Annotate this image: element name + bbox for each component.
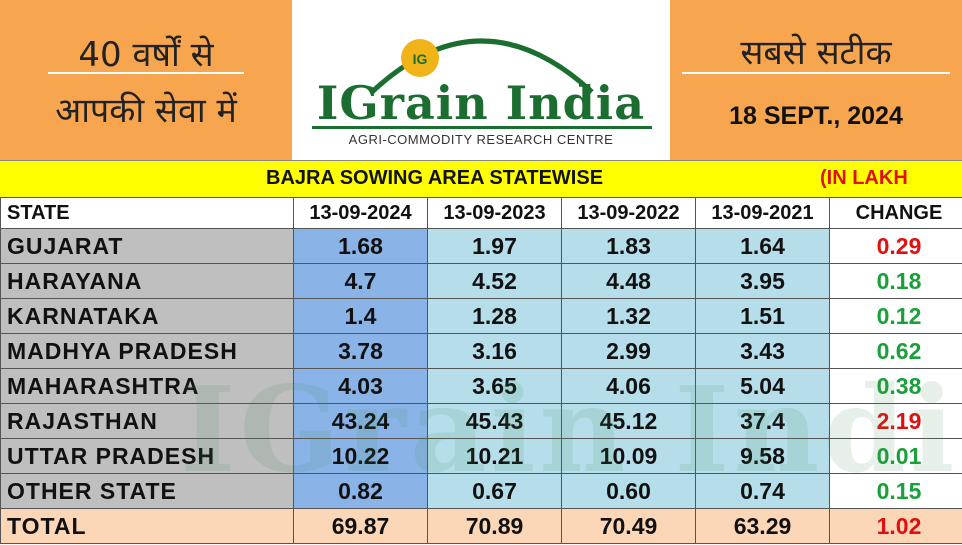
column-header-2024: 13-09-2024 <box>293 197 428 229</box>
area-value-2022: 1.32 <box>561 298 696 334</box>
table-row: RAJASTHAN 43.24 45.43 45.12 37.4 2.19 <box>0 403 962 439</box>
change-value: 2.19 <box>829 403 962 439</box>
table-row: MADHYA PRADESH 3.78 3.16 2.99 3.43 0.62 <box>0 333 962 369</box>
logo-name: IGrain India <box>316 76 646 130</box>
change-value: 0.29 <box>829 228 962 264</box>
table-header-row: STATE 13-09-2024 13-09-2023 13-09-2022 1… <box>0 197 962 229</box>
area-value-2023: 4.52 <box>427 263 562 299</box>
tagline-service: आपकी सेवा में <box>55 91 237 131</box>
area-value-2022: 1.83 <box>561 228 696 264</box>
area-value-2023: 10.21 <box>427 438 562 474</box>
divider <box>48 72 244 74</box>
column-header-state: STATE <box>0 197 294 229</box>
logo-graphic: IG <box>370 38 594 94</box>
area-value-2021: 37.4 <box>695 403 830 439</box>
state-name: HARAYANA <box>0 263 294 299</box>
table-row: UTTAR PRADESH 10.22 10.21 10.09 9.58 0.01 <box>0 438 962 474</box>
area-value-2022: 2.99 <box>561 333 696 369</box>
area-value-2023: 3.16 <box>427 333 562 369</box>
logo-badge-text: IG <box>413 51 428 67</box>
area-value-2023: 3.65 <box>427 368 562 404</box>
area-value-2021: 1.51 <box>695 298 830 334</box>
area-value-2024: 4.03 <box>293 368 428 404</box>
report-date: 18 SEPT., 2024 <box>729 102 903 130</box>
area-value-2023: 1.28 <box>427 298 562 334</box>
logo-badge-icon <box>401 39 439 77</box>
tagline-accurate: सबसे सटीक <box>740 33 892 73</box>
column-header-2021: 13-09-2021 <box>695 197 830 229</box>
area-value-2021: 9.58 <box>695 438 830 474</box>
change-value: 0.62 <box>829 333 962 369</box>
area-value-2024: 3.78 <box>293 333 428 369</box>
change-value: 0.01 <box>829 438 962 474</box>
divider <box>682 72 950 74</box>
change-value: 0.12 <box>829 298 962 334</box>
area-value-2024: 10.22 <box>293 438 428 474</box>
total-row: TOTAL 69.87 70.89 70.49 63.29 1.02 <box>0 508 962 544</box>
column-header-2022: 13-09-2022 <box>561 197 696 229</box>
area-value-2023: 1.97 <box>427 228 562 264</box>
logo-underline <box>312 126 652 129</box>
tagline-years: 40 वर्षों से <box>78 35 214 75</box>
area-value-2024: 1.68 <box>293 228 428 264</box>
table-body: GUJARAT 1.68 1.97 1.83 1.64 0.29 HARAYANA 4.7 4.… <box>0 228 962 544</box>
change-value: 0.18 <box>829 263 962 299</box>
area-value-2024: 43.24 <box>293 403 428 439</box>
state-name: KARNATAKA <box>0 298 294 334</box>
table-row: KARNATAKA 1.4 1.28 1.32 1.51 0.12 <box>0 298 962 334</box>
state-name: MADHYA PRADESH <box>0 333 294 369</box>
header-right-panel: सबसे सटीक 18 SEPT., 2024 <box>670 0 962 160</box>
area-value-2023: 45.43 <box>427 403 562 439</box>
area-value-2022: 45.12 <box>561 403 696 439</box>
change-value: 0.38 <box>829 368 962 404</box>
area-value-2024: 4.7 <box>293 263 428 299</box>
state-name: TOTAL <box>0 508 294 544</box>
area-value-2024: 69.87 <box>293 508 428 544</box>
area-value-2021: 3.43 <box>695 333 830 369</box>
title-band: BAJRA SOWING AREA STATEWISE (IN LAKH <box>0 160 962 198</box>
change-value: 1.02 <box>829 508 962 544</box>
header-left-panel: 40 वर्षों से आपकी सेवा में <box>0 0 292 160</box>
change-value: 0.15 <box>829 473 962 509</box>
table-title: BAJRA SOWING AREA STATEWISE <box>266 167 604 189</box>
table-row: GUJARAT 1.68 1.97 1.83 1.64 0.29 <box>0 228 962 264</box>
area-value-2022: 4.06 <box>561 368 696 404</box>
sowing-area-table: STATE 13-09-2024 13-09-2023 13-09-2022 1… <box>0 197 962 544</box>
area-value-2021: 5.04 <box>695 368 830 404</box>
table-row: HARAYANA 4.7 4.52 4.48 3.95 0.18 <box>0 263 962 299</box>
area-value-2023: 0.67 <box>427 473 562 509</box>
column-header-change: CHANGE <box>829 197 962 229</box>
column-header-2023: 13-09-2023 <box>427 197 562 229</box>
area-value-2022: 4.48 <box>561 263 696 299</box>
area-value-2024: 1.4 <box>293 298 428 334</box>
area-value-2022: 0.60 <box>561 473 696 509</box>
table-row: OTHER STATE 0.82 0.67 0.60 0.74 0.15 <box>0 473 962 509</box>
area-value-2021: 63.29 <box>695 508 830 544</box>
logo-subtitle: AGRI-COMMODITY RESEARCH CENTRE <box>348 132 614 147</box>
unit-label: (IN LAKH <box>820 167 908 189</box>
area-value-2023: 70.89 <box>427 508 562 544</box>
area-value-2021: 3.95 <box>695 263 830 299</box>
area-value-2022: 10.09 <box>561 438 696 474</box>
area-value-2024: 0.82 <box>293 473 428 509</box>
state-name: UTTAR PRADESH <box>0 438 294 474</box>
state-name: OTHER STATE <box>0 473 294 509</box>
state-name: RAJASTHAN <box>0 403 294 439</box>
state-name: MAHARASHTRA <box>0 368 294 404</box>
area-value-2022: 70.49 <box>561 508 696 544</box>
table-row: MAHARASHTRA 4.03 3.65 4.06 5.04 0.38 <box>0 368 962 404</box>
area-value-2021: 1.64 <box>695 228 830 264</box>
logo-arc <box>370 38 594 94</box>
state-name: GUJARAT <box>0 228 294 264</box>
logo-panel: IG IGrain India AGRI-COMMODITY RESEARCH … <box>292 0 670 160</box>
header: 40 वर्षों से आपकी सेवा में IG IGrain Ind… <box>0 0 962 160</box>
area-value-2021: 0.74 <box>695 473 830 509</box>
